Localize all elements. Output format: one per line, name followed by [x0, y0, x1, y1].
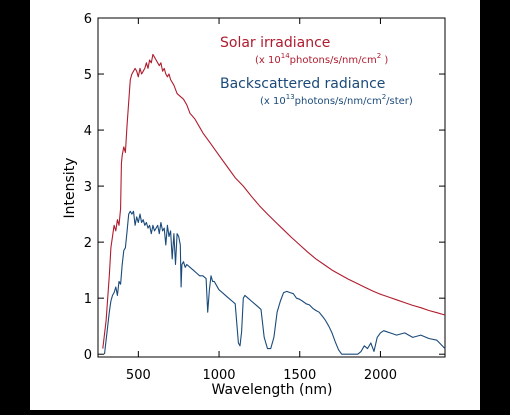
solar-unit: (x 1014photons/s/nm/cm2 ): [255, 52, 388, 66]
backscatter-title: Backscattered radiance: [220, 76, 385, 92]
y-tick-label: 6: [84, 12, 92, 27]
y-tick-label: 2: [84, 236, 92, 251]
y-tick-label: 1: [84, 292, 92, 307]
x-tick-label: 1000: [202, 368, 235, 383]
y-tick-label: 4: [84, 124, 92, 139]
y-tick-label: 3: [84, 180, 92, 195]
x-tick-label: 2000: [364, 368, 397, 383]
x-axis-label: Wavelength (nm): [212, 382, 333, 398]
x-tick-label: 500: [126, 368, 151, 383]
solar-title: Solar irradiance: [220, 35, 330, 51]
y-axis-label: Intensity: [62, 158, 78, 219]
backscatter-unit: (x 1013photons/s/nm/cm2/ster): [260, 93, 413, 107]
plot-area: [98, 18, 445, 357]
y-tick-label: 5: [84, 68, 92, 83]
y-tick-label: 0: [84, 348, 92, 363]
x-tick-label: 1500: [283, 368, 316, 383]
